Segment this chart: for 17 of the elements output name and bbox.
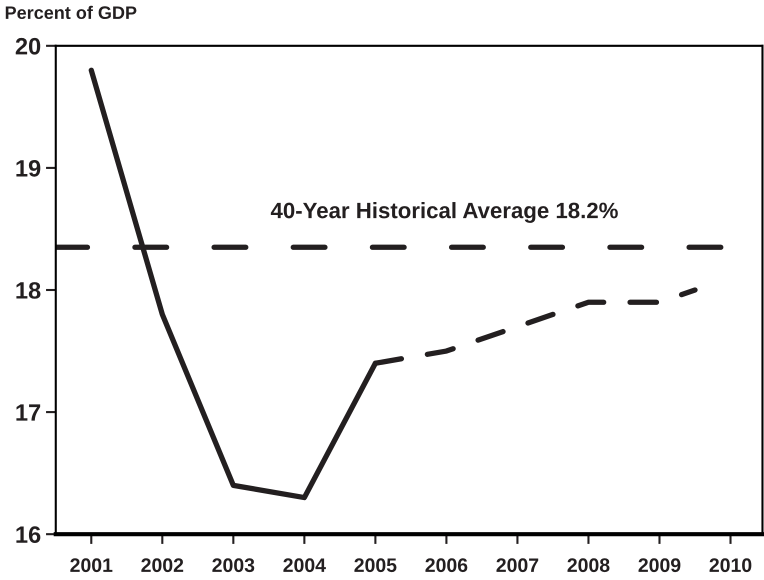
x-tick-label: 2008 (568, 558, 610, 572)
x-tick-label: 2009 (638, 558, 680, 572)
x-tick-label: 2005 (354, 558, 396, 572)
x-tick-label: 2004 (283, 558, 326, 572)
ref-line-label: 40-Year Historical Average 18.2% (270, 202, 618, 223)
x-tick-label: 2007 (496, 558, 538, 572)
y-tick-label: 16 (16, 526, 40, 543)
y-tick-label: 19 (16, 160, 40, 177)
y-tick-label: 20 (16, 38, 40, 55)
y-tick-label: 18 (16, 282, 40, 299)
x-tick-label: 2002 (141, 558, 184, 572)
y-tick-label: 17 (16, 404, 40, 421)
x-tick-label: 2003 (212, 558, 254, 572)
x-tick-label: 2010 (710, 558, 752, 572)
x-tick-label: 2001 (70, 558, 112, 572)
x-tick-label: 2006 (425, 558, 468, 572)
y-axis-title: Percent of GDP (6, 6, 136, 20)
